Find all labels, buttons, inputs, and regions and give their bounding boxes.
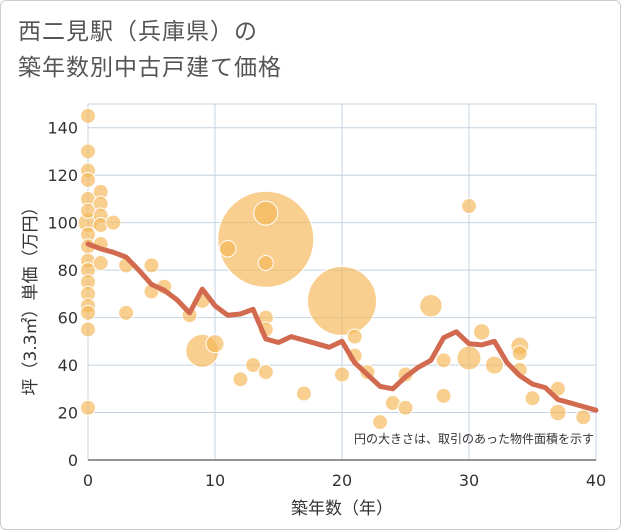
data-point [295, 385, 312, 402]
data-point [80, 304, 96, 321]
data-point [92, 255, 109, 272]
data-point [419, 293, 443, 318]
y-tick-label: 100 [47, 214, 78, 233]
data-point [105, 214, 122, 231]
y-tick-label: 40 [58, 356, 78, 375]
data-point [334, 366, 350, 383]
data-point [435, 387, 452, 404]
data-point [307, 265, 377, 336]
y-tick-label: 60 [58, 309, 78, 328]
x-axis-label: 築年数（年） [291, 499, 393, 519]
data-point [575, 409, 592, 426]
data-point [143, 257, 160, 274]
data-point [461, 198, 477, 215]
x-tick-label: 40 [586, 471, 606, 490]
data-point [80, 107, 96, 124]
data-point [484, 355, 504, 375]
data-point [80, 143, 96, 160]
x-tick-label: 30 [459, 471, 479, 490]
data-point [372, 414, 389, 431]
y-tick-labels: 0 20 40 60 80 100 120 140 [47, 119, 78, 470]
y-axis-label: 坪（3.3㎡）単価（万円） [21, 198, 41, 395]
data-point [80, 171, 96, 188]
y-tick-label: 20 [58, 404, 78, 423]
data-point [435, 352, 452, 369]
chart-title-line-1: 西二見駅（兵庫県）の [18, 19, 258, 45]
data-point [205, 334, 225, 354]
chart-title: 西二見駅（兵庫県）の 築年数別中古戸建て価格 [18, 14, 282, 86]
data-point [257, 255, 274, 272]
y-tick-label: 120 [47, 166, 78, 185]
data-point [80, 399, 96, 416]
data-point [80, 321, 96, 338]
y-tick-label: 140 [47, 119, 78, 138]
data-point [232, 371, 249, 388]
y-tick-label: 80 [58, 261, 78, 280]
data-point [217, 190, 315, 288]
data-point [472, 323, 491, 341]
data-point [456, 345, 482, 371]
chart-title-line-2: 築年数別中古戸建て価格 [18, 55, 282, 81]
bubble-layer [77, 107, 592, 431]
data-point [253, 200, 279, 226]
x-tick-label: 20 [332, 471, 352, 490]
x-tick-label: 10 [205, 471, 225, 490]
data-point [511, 345, 528, 362]
data-point [524, 390, 541, 407]
data-point [549, 403, 567, 422]
data-point [397, 399, 414, 416]
data-point [245, 357, 262, 374]
data-point [218, 240, 237, 258]
grid-lines [87, 103, 597, 461]
data-point [257, 364, 274, 381]
size-note: 円の大きさは、取引のあった物件面積を示す [354, 431, 594, 446]
data-point [346, 328, 363, 345]
trend-line [85, 241, 599, 413]
data-point [118, 304, 135, 321]
x-tick-label: 0 [83, 471, 93, 490]
x-tick-labels: 0 10 20 30 40 [83, 471, 606, 490]
y-tick-label: 0 [68, 451, 78, 470]
